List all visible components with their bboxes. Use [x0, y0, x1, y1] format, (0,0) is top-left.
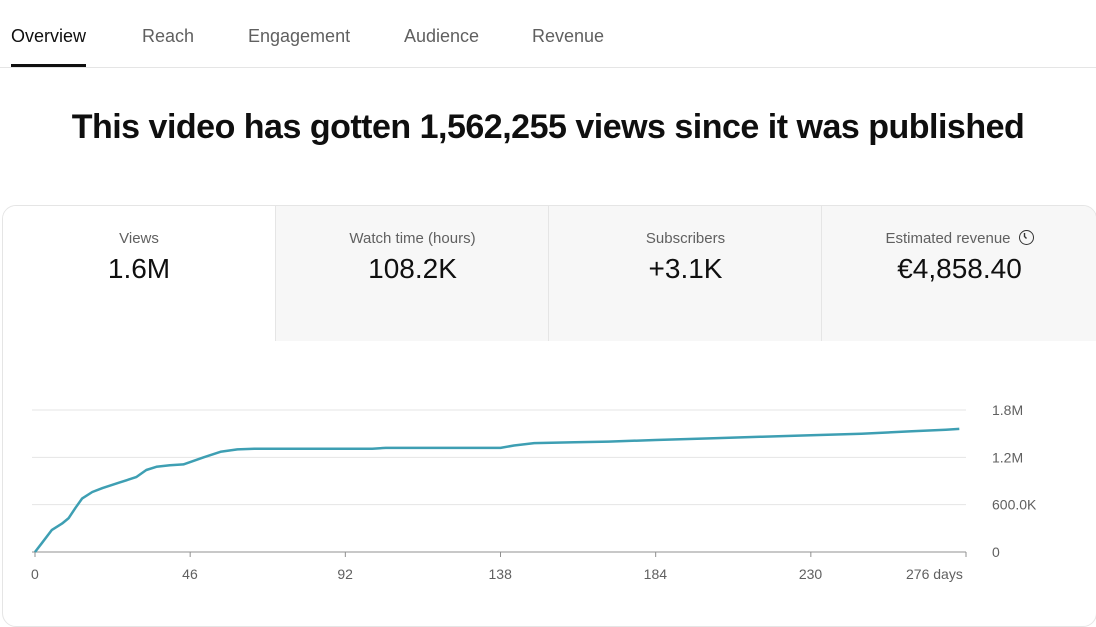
views-series-line [34, 427, 960, 553]
page-title: This video has gotten 1,562,255 views si… [71, 108, 1025, 146]
clock-icon[interactable] [1018, 230, 1034, 245]
y-tick-label: 1.2M [992, 449, 1023, 465]
metric-label: Watch time (hours) [349, 230, 476, 247]
x-tick-label: 276 days [906, 566, 963, 582]
metric-views[interactable]: Views 1.6M [3, 206, 275, 341]
x-tick-label: 230 [799, 566, 823, 582]
metric-label: Estimated revenue [885, 230, 1011, 247]
metric-label: Views [119, 230, 159, 247]
tab-revenue[interactable]: Revenue [532, 26, 605, 46]
tab-engagement[interactable]: Engagement [248, 26, 351, 46]
metric-subscribers[interactable]: Subscribers +3.1K [548, 206, 822, 341]
metric-label: Subscribers [645, 230, 726, 247]
y-tick-label: 600.0K [992, 497, 1037, 513]
x-tick-label: 46 [182, 566, 198, 582]
x-tick-label: 92 [337, 566, 353, 582]
y-tick-label: 1.8M [992, 402, 1023, 418]
metric-value: €4,858.40 [897, 253, 1022, 284]
tab-overview[interactable]: Overview [11, 26, 87, 67]
metric-value: +3.1K [648, 253, 723, 284]
y-tick-label: 0 [992, 544, 1000, 560]
metric-value: 108.2K [368, 253, 457, 284]
tab-bar: Overview Reach Engagement Audience Reven… [0, 0, 1096, 68]
x-tick-label: 138 [489, 566, 513, 582]
metric-value: 1.6M [107, 253, 171, 284]
tab-reach[interactable]: Reach [142, 26, 195, 46]
x-tick-label: 184 [644, 566, 668, 582]
metric-revenue[interactable]: Estimated revenue €4,858.40 [821, 206, 1096, 341]
x-tick-label: 0 [31, 566, 39, 582]
metric-watch-time[interactable]: Watch time (hours) 108.2K [275, 206, 549, 341]
tab-audience[interactable]: Audience [404, 26, 480, 46]
